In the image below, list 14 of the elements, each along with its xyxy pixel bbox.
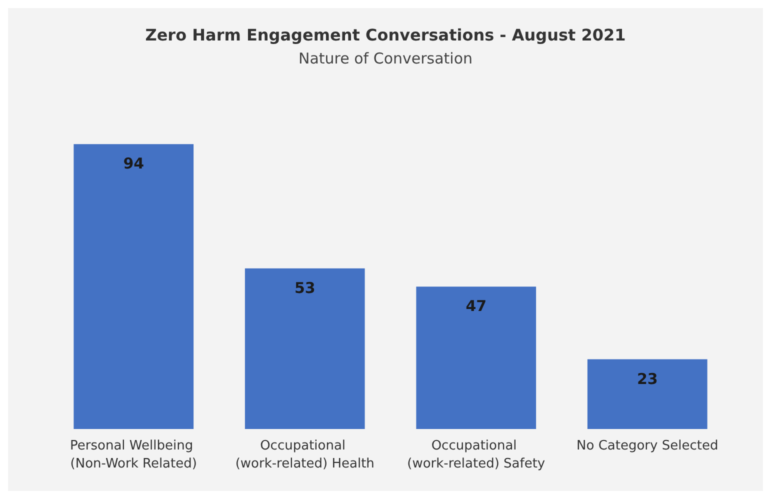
bar xyxy=(244,268,365,429)
bar xyxy=(587,359,708,429)
x-tick-label: Occupational (work-related) Health xyxy=(235,438,374,472)
x-tick-label: No Category Selected xyxy=(576,438,718,454)
x-tick-label: Occupational (work-related) Safety xyxy=(407,438,546,472)
bar xyxy=(416,286,536,429)
data-label: 47 xyxy=(466,297,487,316)
chart-subtitle: Nature of Conversation xyxy=(298,50,473,68)
chart-title: Zero Harm Engagement Conversations - August 2021 xyxy=(145,26,626,44)
data-label: 94 xyxy=(123,154,144,173)
data-label: 23 xyxy=(636,370,658,388)
bar xyxy=(74,144,194,429)
data-label: 53 xyxy=(294,278,316,297)
x-tick-label: Personal Wellbeing (Non-Work Related) xyxy=(70,438,198,472)
